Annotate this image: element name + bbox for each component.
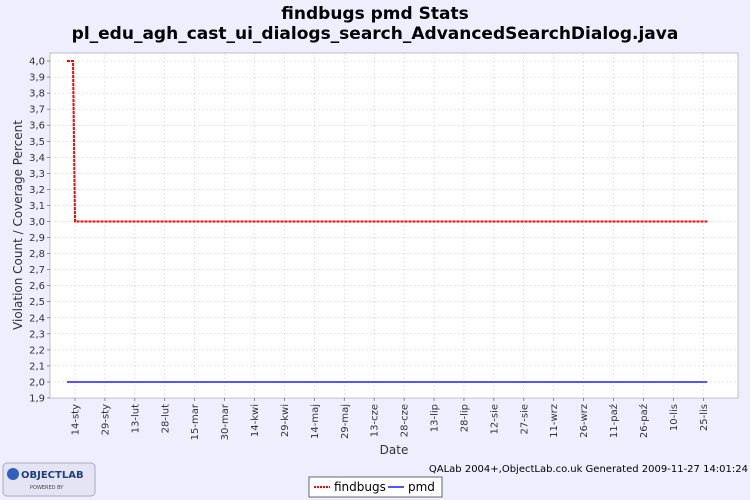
y-tick-label: 3,4: [29, 153, 45, 164]
x-tick-label: 25-lis: [699, 404, 710, 431]
y-tick-label: 3,9: [29, 73, 45, 84]
y-tick-label: 3,2: [29, 185, 45, 196]
x-tick-label: 14-maj: [310, 404, 321, 439]
y-tick-label: 4,0: [29, 57, 45, 68]
y-tick-label: 2,8: [29, 249, 45, 260]
x-tick-label: 26-paź: [638, 404, 650, 438]
y-tick-label: 2,6: [29, 281, 45, 292]
y-axis-label: Violation Count / Coverage Percent: [11, 120, 25, 330]
x-tick-label: 26-wrz: [579, 404, 590, 438]
legend-findbugs-label: findbugs: [334, 480, 386, 494]
x-tick-label: 13-lut: [130, 404, 141, 433]
x-tick-label: 28-lut: [160, 404, 171, 433]
series-findbugs-line: [67, 60, 708, 223]
x-tick-label: 30-mar: [220, 403, 231, 440]
plot-area: [49, 52, 739, 399]
x-tick-label: 10-lis: [669, 404, 680, 431]
y-tick-label: 3,3: [29, 169, 45, 180]
x-tick-label: 12-sie: [489, 404, 500, 434]
y-tick-label: 3,7: [29, 105, 45, 116]
y-tick-label: 2,5: [29, 297, 45, 308]
x-tick-label: 28-lip: [459, 404, 470, 432]
y-tick-label: 2,2: [29, 345, 45, 356]
x-tick-label: 11-paź: [608, 404, 620, 438]
y-tick-label: 3,6: [29, 121, 45, 132]
x-tick-label: 13-lip: [430, 404, 441, 432]
y-tick-label: 2,9: [29, 233, 45, 244]
x-tick-label: 29-maj: [340, 404, 351, 439]
x-axis: 14-sty 29-sty 13-lut 28-lut 15-mar 30-mar 14-k…: [71, 398, 710, 440]
x-tick-label: 29-kwi: [280, 404, 291, 437]
x-tick-label: 27-sie: [519, 404, 530, 434]
grid-layer: [50, 53, 738, 399]
y-tick-label: 1,9: [29, 394, 45, 405]
y-tick-label: 2,1: [29, 361, 45, 372]
footer-credits: QALab 2004+,ObjectLab.co.uk Generated 20…: [429, 464, 748, 475]
svg-text:OBJECTLAB: OBJECTLAB: [21, 470, 84, 481]
y-tick-label: 3,5: [29, 137, 45, 148]
x-tick-label: 15-mar: [190, 403, 201, 440]
y-tick-label: 2,0: [29, 377, 45, 388]
y-axis: 1,9 2,0 2,1 2,2 2,3 2,4 2,5 2,6 2,7 2,8 2,9 3,0 3,1 3…: [29, 57, 50, 405]
chart-title-line1: findbugs pmd Stats: [281, 4, 468, 24]
x-tick-label: 29-sty: [100, 404, 111, 435]
svg-text:POWERED BY: POWERED BY: [30, 485, 64, 491]
y-tick-label: 2,7: [29, 265, 45, 276]
x-tick-label: 28-cze: [400, 404, 411, 437]
series-layer: [67, 60, 708, 383]
x-tick-label: 11-wrz: [549, 404, 560, 438]
x-tick-label: 14-sty: [71, 404, 82, 435]
legend-pmd-label: pmd: [408, 480, 435, 494]
x-tick-label: 14-kwi: [250, 404, 261, 437]
y-tick-label: 3,1: [29, 201, 45, 212]
y-tick-label: 3,8: [29, 89, 45, 100]
objectlab-logo: OBJECTLAB POWERED BY: [2, 462, 96, 497]
chart-title-line2: pl_edu_agh_cast_ui_dialogs_search_Advanc…: [72, 24, 679, 44]
x-axis-label: Date: [380, 443, 409, 457]
y-tick-label: 2,4: [29, 313, 45, 324]
y-tick-label: 3,0: [29, 217, 45, 228]
y-tick-label: 2,3: [29, 329, 45, 340]
x-tick-label: 13-cze: [370, 404, 381, 437]
legend-box: [308, 476, 443, 498]
legend: findbugs pmd: [308, 476, 443, 498]
